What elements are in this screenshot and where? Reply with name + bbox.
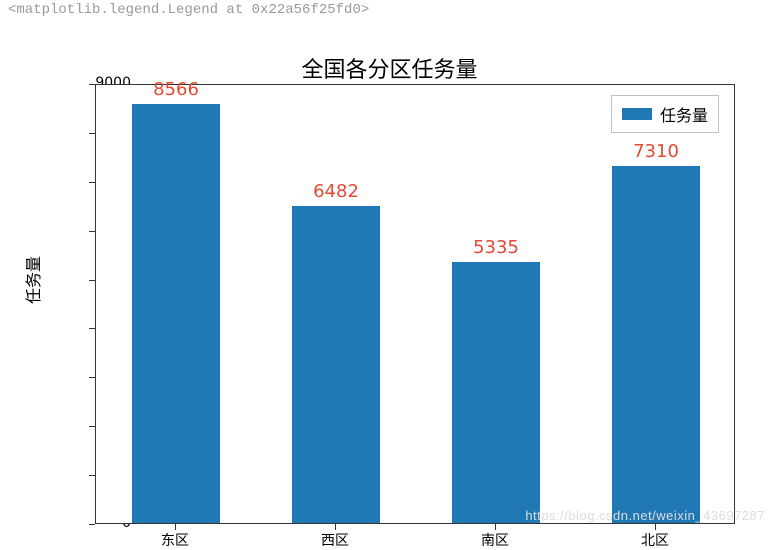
- x-tick-label: 西区: [295, 530, 375, 550]
- x-tick-mark: [495, 524, 496, 530]
- bar-value-label: 7310: [616, 141, 696, 162]
- watermark: https://blog.csdn.net/weixin_43697287: [525, 508, 765, 523]
- x-tick-mark: [335, 524, 336, 530]
- bar: [292, 206, 380, 523]
- legend-swatch: [622, 108, 652, 120]
- x-tick-mark: [175, 524, 176, 530]
- x-tick-label: 东区: [135, 530, 215, 550]
- plot-area: 8566648253357310 任务量: [95, 84, 735, 524]
- chart-container: 全国各分区任务量 任务量 010002000300040005000600070…: [0, 24, 779, 547]
- x-tick-mark: [655, 524, 656, 530]
- y-tick-mark: [89, 524, 95, 525]
- bar-value-label: 5335: [456, 237, 536, 258]
- bar-value-label: 8566: [136, 79, 216, 100]
- legend: 任务量: [611, 95, 719, 133]
- bar: [132, 104, 220, 523]
- bar-value-label: 6482: [296, 181, 376, 202]
- legend-label: 任务量: [660, 102, 708, 126]
- bar: [612, 166, 700, 523]
- x-tick-label: 北区: [615, 530, 695, 550]
- x-tick-label: 南区: [455, 530, 535, 550]
- bar: [452, 262, 540, 523]
- repr-output: <matplotlib.legend.Legend at 0x22a56f25f…: [0, 0, 779, 20]
- y-axis-label: 任务量: [20, 256, 44, 304]
